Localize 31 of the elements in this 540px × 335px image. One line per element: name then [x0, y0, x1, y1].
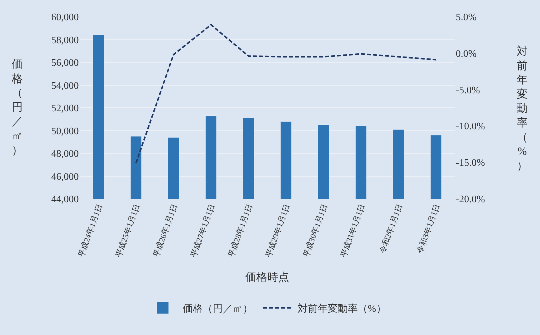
x-tick-label: 平成31年1月1日 [339, 202, 367, 259]
x-tick-label: 平成26年1月1日 [152, 202, 180, 259]
y2-tick-label: -15.0% [456, 158, 486, 170]
y2-tick-label: -20.0% [456, 194, 486, 206]
x-tick-label: 平成25年1月1日 [114, 202, 142, 259]
y2-tick-label: -5.0% [456, 85, 480, 96]
x-tick-label: 平成28年1月1日 [226, 202, 254, 259]
text: 対前年変動率（%） [517, 46, 528, 172]
y-tick-label: 54,000 [52, 80, 79, 92]
legend-label: 対前年変動率（%） [298, 303, 386, 316]
x-tick-label: 令和2年1月1日 [378, 202, 404, 255]
line-series [136, 24, 437, 164]
y-tick-label: 60,000 [52, 12, 79, 24]
y-tick-label: 46,000 [52, 172, 79, 183]
x-tick-label: 平成29年1月1日 [264, 202, 292, 259]
y-tick-label: 48,000 [52, 149, 79, 160]
legend-label: 価格（円／㎡） [183, 303, 253, 316]
y-axis-title: 価格（円／㎡） [11, 59, 23, 157]
x-tick-label: 令和3年1月1日 [416, 202, 442, 255]
y-tick-label: 52,000 [52, 104, 79, 114]
y-tick-label: 50,000 [52, 126, 79, 138]
y-tick-label: 56,000 [52, 58, 79, 69]
y2-tick-label: 0.0% [456, 48, 477, 60]
x-axis-title: 価格時点 [246, 270, 290, 284]
x-tick-label: 平成24年1月1日 [76, 202, 104, 259]
x-tick-label: 平成30年1月1日 [302, 202, 330, 259]
y-tick-label: 44,000 [52, 194, 79, 206]
y2-tick-label: 5.0% [456, 12, 477, 24]
y2-tick-label: -10.0% [456, 122, 486, 133]
y-tick-label: 58,000 [52, 35, 79, 46]
x-tick-label: 平成27年1月1日 [189, 202, 217, 259]
